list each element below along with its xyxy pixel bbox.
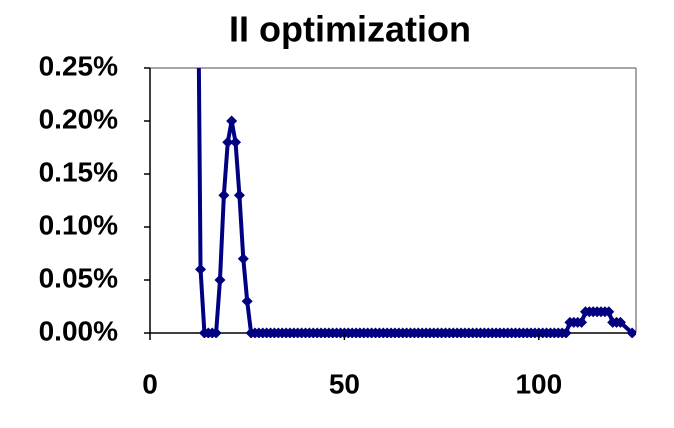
marker xyxy=(237,253,249,265)
x-tick-label: 0 xyxy=(142,368,158,399)
marker xyxy=(614,316,626,328)
marker xyxy=(195,263,207,275)
marker xyxy=(603,306,615,318)
line xyxy=(196,68,634,335)
marker xyxy=(241,295,253,307)
marker xyxy=(226,115,238,127)
y-tick-label: 0.00% xyxy=(39,315,118,346)
y-tick-label: 0.15% xyxy=(39,156,118,187)
y-tick-label: 0.10% xyxy=(39,209,118,240)
marker xyxy=(210,327,222,338)
marker xyxy=(222,136,234,148)
marker xyxy=(230,136,242,148)
y-tick-label: 0.05% xyxy=(39,262,118,293)
chart-title: II optimization xyxy=(229,9,471,50)
marker xyxy=(576,316,588,328)
y-tick-label: 0.25% xyxy=(39,50,118,81)
marker xyxy=(560,327,572,338)
x-tick-label: 100 xyxy=(515,368,562,399)
marker xyxy=(214,274,226,286)
marker xyxy=(626,327,636,338)
marker xyxy=(218,189,230,201)
x-tick-label: 50 xyxy=(329,368,360,399)
plot-area xyxy=(195,68,636,338)
y-tick-label: 0.20% xyxy=(39,103,118,134)
marker xyxy=(233,189,245,201)
